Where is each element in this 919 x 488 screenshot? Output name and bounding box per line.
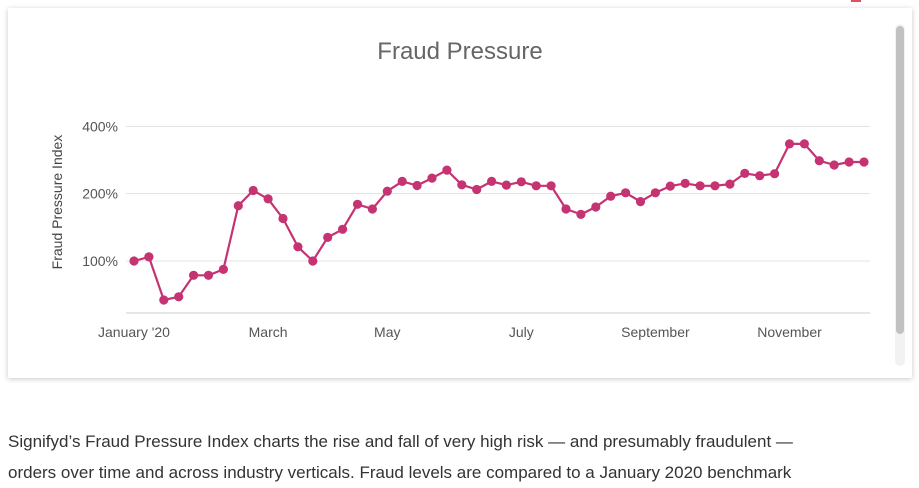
data-point	[144, 252, 154, 262]
data-point	[189, 270, 199, 280]
data-point	[621, 188, 631, 198]
data-point	[218, 264, 228, 274]
x-tick-label: September	[621, 324, 690, 340]
data-point	[814, 156, 824, 166]
data-point	[680, 178, 690, 188]
data-point	[397, 176, 407, 186]
y-tick-label: 400%	[82, 119, 118, 135]
data-point	[770, 169, 780, 179]
data-point	[665, 181, 675, 191]
data-point	[248, 185, 258, 196]
x-tick-label: July	[509, 324, 534, 340]
x-tick-label: May	[374, 324, 400, 340]
data-point	[695, 181, 705, 191]
data-point	[740, 168, 750, 178]
caption: Signifyd’s Fraud Pressure Index charts t…	[8, 426, 908, 488]
data-point	[859, 157, 869, 167]
data-point	[606, 191, 616, 201]
data-point	[203, 270, 214, 280]
data-point	[293, 242, 303, 252]
y-tick-label: 200%	[82, 186, 118, 202]
data-point	[263, 194, 273, 204]
caption-line-2: orders over time and across industry ver…	[8, 463, 792, 482]
vertical-scrollbar[interactable]	[895, 24, 905, 366]
y-axis-label: Fraud Pressure Index	[49, 135, 65, 270]
data-point	[576, 209, 586, 219]
data-point	[755, 171, 765, 181]
data-point	[233, 201, 243, 211]
series-line	[133, 142, 864, 302]
data-point	[725, 179, 735, 189]
data-point	[323, 232, 333, 242]
data-point	[427, 173, 437, 183]
chart-title: Fraud Pressure	[377, 38, 543, 65]
data-point	[367, 204, 377, 214]
caption-line-1: Signifyd’s Fraud Pressure Index charts t…	[8, 432, 793, 451]
data-point	[546, 181, 556, 191]
data-point	[561, 204, 571, 214]
corner-mark	[851, 0, 861, 2]
data-point	[829, 160, 839, 170]
data-point	[338, 224, 348, 234]
chart-card: Fraud Pressure 100% 200% 400% January '20 Ma…	[8, 8, 912, 378]
data-point	[516, 177, 526, 187]
data-point	[531, 181, 541, 191]
data-point	[784, 139, 795, 149]
data-point	[635, 197, 646, 207]
data-point	[129, 256, 139, 266]
data-point	[308, 256, 318, 266]
data-point	[487, 176, 497, 186]
data-point	[457, 180, 467, 190]
data-point	[278, 213, 288, 224]
x-tick-label: January '20	[98, 324, 170, 340]
data-point	[591, 202, 601, 212]
data-point	[710, 181, 720, 191]
data-point	[472, 184, 482, 195]
y-tick-label: 100%	[82, 253, 118, 269]
data-point	[442, 165, 452, 175]
data-point	[159, 295, 169, 305]
data-point	[501, 180, 511, 190]
data-point	[844, 157, 854, 167]
data-point	[382, 186, 392, 196]
data-point	[650, 188, 661, 198]
x-tick-label: November	[757, 324, 822, 340]
data-point	[412, 180, 422, 191]
data-point	[352, 199, 363, 209]
x-tick-label: March	[249, 324, 288, 340]
data-point	[799, 139, 810, 149]
data-point	[174, 292, 184, 302]
line-chart: 100% 200% 400% January '20 March May July Septe…	[49, 119, 870, 340]
scrollbar-thumb[interactable]	[896, 26, 904, 334]
